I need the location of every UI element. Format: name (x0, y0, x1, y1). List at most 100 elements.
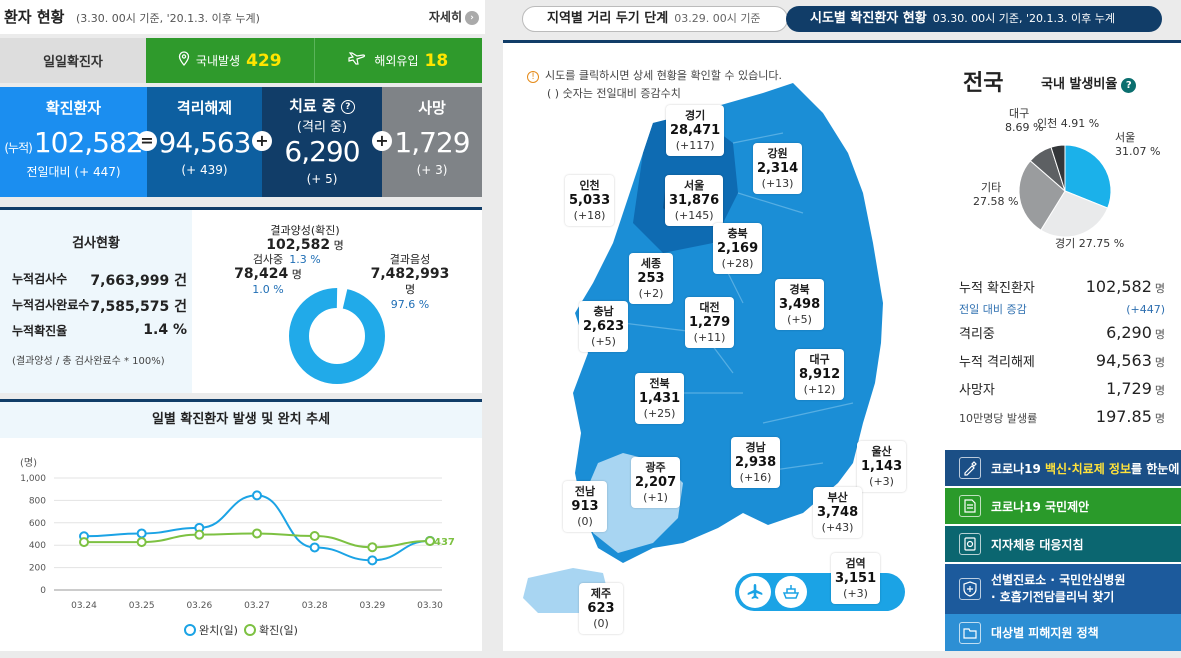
row-unit: 명 (1154, 282, 1165, 295)
region-chungnam[interactable]: 충남 2,623 (+5) (579, 301, 629, 352)
citizen-proposal-button[interactable]: 코로나19 국민제안 (945, 488, 1181, 524)
region-diff: (+43) (821, 521, 854, 534)
local-gov-guideline-button[interactable]: 지자체용 대응지침 (945, 526, 1181, 562)
donut-positive-unit: 명 (333, 239, 344, 252)
row-unit: 명 (1154, 384, 1165, 397)
y-tick-label: 600 (29, 519, 46, 529)
national-isolated-row: 격리중 6,290 명 (959, 323, 1165, 342)
clinic-line1: 선별진료소 · 국민안심병원 (991, 573, 1126, 587)
national-title: 전국 (963, 71, 1004, 96)
proposal-label: 코로나19 국민제안 (991, 499, 1090, 514)
region-seoul[interactable]: 서울 31,876 (+145) (665, 175, 724, 226)
region-diff: (+117) (675, 139, 715, 152)
region-value: 28,471 (670, 123, 721, 138)
national-rate-row: 10만명당 발생률 197.85 명 (959, 407, 1165, 426)
data-point (309, 542, 320, 553)
region-value: 2,207 (635, 475, 677, 490)
stat-released-title: 격리해제 (176, 99, 233, 117)
region-quarantine[interactable]: 검역 3,151 (+3) (831, 553, 881, 604)
region-diff: (+25) (643, 407, 676, 420)
stat-deaths-diff: (+ 3) (416, 163, 448, 177)
tab-regional-date: 03.30. 00시 기준, '20.1.3. 이후 누계 (932, 12, 1116, 25)
tab-regional-status[interactable]: 시도별 확진환자 현황 03.30. 00시 기준, '20.1.3. 이후 누계 (786, 6, 1162, 32)
region-gyeongbuk[interactable]: 경북 3,498 (+5) (775, 279, 825, 330)
pie-label-other: 기타 27.58 % (973, 181, 1018, 209)
y-tick-label: 800 (29, 496, 46, 506)
vaccine-text-pre: 코로나19 (991, 461, 1045, 476)
vaccine-info-button[interactable]: 코로나19 백신·치료제 정보를 한눈에 (945, 450, 1181, 486)
tab-regional-label: 시도별 확진환자 현황 (810, 11, 927, 26)
region-daejeon[interactable]: 대전 1,279 (+11) (685, 297, 735, 348)
region-name: 인천 (579, 179, 600, 192)
region-value: 3,498 (779, 297, 821, 312)
damage-support-button[interactable]: 대상별 피해지원 정책 (945, 614, 1181, 651)
region-jeonbuk[interactable]: 전북 1,431 (+25) (635, 373, 685, 424)
row-label: 누적 격리해제 (959, 355, 1035, 370)
region-name: 울산 (871, 445, 892, 458)
trend-title: 일별 확진환자 발생 및 완치 추세 (0, 402, 482, 438)
donut-positive-pct: 1.3 % (289, 253, 321, 266)
plus-icon: + (252, 131, 272, 151)
stat-released[interactable]: 격리해제 94,563 (+ 439) + (147, 87, 272, 197)
data-point (79, 537, 89, 548)
row-unit: 명 (1154, 412, 1165, 425)
y-tick-label: 400 (29, 541, 46, 551)
tab-distance-date: 03.29. 00시 기준 (674, 12, 761, 25)
region-busan[interactable]: 부산 3,748 (+43) (813, 487, 863, 538)
seaport-icon (775, 576, 807, 608)
test-row-label: 누적확진율 (12, 324, 68, 338)
pie-label-name: 경기 (1055, 237, 1076, 250)
region-diff: (+28) (721, 257, 754, 270)
info-icon: ! (527, 71, 539, 83)
tab-distance-level[interactable]: 지역별 거리 두기 단계 03.29. 00시 기준 (522, 6, 788, 32)
donut-pending-value: 78,424 (234, 266, 289, 282)
region-ulsan[interactable]: 울산 1,143 (+3) (857, 441, 907, 492)
donut-pending: 검사중 78,424 명 1.0 % (228, 252, 308, 297)
pie-slice (1018, 160, 1066, 231)
patient-status-header: 환자 현황 (3.30. 00시 기준, '20.1.3. 이후 누계) 자세히… (0, 0, 485, 34)
pie-label-gyeonggi: 경기 27.75 % (1055, 237, 1124, 251)
region-daegu[interactable]: 대구 8,912 (+12) (795, 349, 845, 400)
region-diff: (+16) (739, 471, 772, 484)
domestic-ratio-label: 국내 발생비율 (1041, 77, 1118, 92)
patient-status-subtitle: (3.30. 00시 기준, '20.1.3. 이후 누계) (76, 12, 260, 25)
region-gwangju[interactable]: 광주 2,207 (+1) (631, 457, 681, 508)
test-status-title: 검사현황 (72, 236, 120, 251)
stat-confirmed[interactable]: 확진환자 (누적)102,582 전일대비 (+ 447) = (0, 87, 157, 197)
region-diff: (+1) (643, 491, 668, 504)
plus-icon: + (372, 131, 392, 151)
test-row-value: 7,585,575 건 (90, 299, 187, 315)
region-chungbuk[interactable]: 충북 2,169 (+28) (713, 223, 763, 274)
national-deaths-row: 사망자 1,729 명 (959, 379, 1165, 398)
stat-deaths[interactable]: 사망 1,729 (+ 3) (382, 87, 482, 197)
region-gyeonggi[interactable]: 경기 28,471 (+117) (666, 105, 725, 156)
pie-label-daegu: 대구 8.69 % (1005, 107, 1043, 135)
region-name: 경북 (789, 283, 810, 296)
stat-treating[interactable]: 치료 중 ? (격리 중) 6,290 (+ 5) + (262, 87, 392, 197)
clinic-finder-button[interactable]: 선별진료소 · 국민안심병원 · 호흡기전담클리닉 찾기 (945, 564, 1181, 614)
national-released-row: 누적 격리해제 94,563 명 (959, 351, 1165, 370)
row-unit: 명 (1154, 356, 1165, 369)
data-point (425, 536, 435, 547)
region-gangwon[interactable]: 강원 2,314 (+13) (753, 143, 803, 194)
region-jeju[interactable]: 제주 623 (0) (579, 583, 623, 634)
map-tabs: 지역별 거리 두기 단계 03.29. 00시 기준 시도별 확진환자 현황 03.… (522, 6, 1162, 32)
row-label: 격리중 (959, 327, 995, 342)
national-confirmed-row: 누적 확진환자 102,582 명 (959, 277, 1165, 296)
stat-treating-diff: (+ 5) (306, 172, 338, 186)
region-incheon[interactable]: 인천 5,033 (+18) (565, 175, 615, 226)
daily-confirmed-bar: 일일확진자 국내발생 429 해외유입 18 (0, 38, 482, 83)
x-tick-label: 03.28 (302, 601, 328, 611)
region-jeonnam[interactable]: 전남 913 (0) (563, 481, 607, 532)
donut-negative: 결과음성 7,482,993 명 97.6 % (370, 252, 450, 312)
syringe-icon (959, 457, 981, 479)
help-icon[interactable]: ? (340, 99, 355, 114)
test-note: (결과양성 / 총 검사완료수 * 100%) (12, 356, 165, 367)
daily-overseas-value: 18 (424, 50, 449, 71)
pie-label-name: 기타 (981, 181, 1002, 194)
support-label: 대상별 피해지원 정책 (991, 626, 1099, 640)
help-icon[interactable]: ? (1121, 78, 1137, 93)
region-gyeongnam[interactable]: 경남 2,938 (+16) (731, 437, 781, 488)
more-details-link[interactable]: 자세히 › (429, 8, 479, 25)
region-sejong[interactable]: 세종 253 (+2) (629, 253, 673, 304)
